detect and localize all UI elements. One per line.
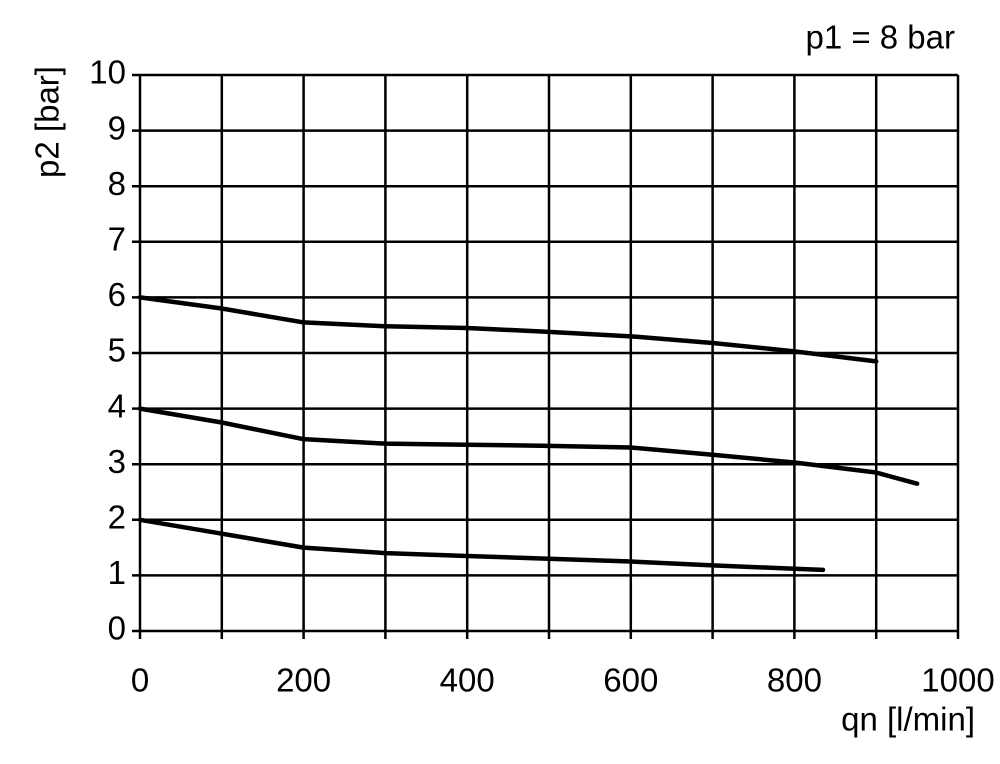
y-tick-label: 5	[108, 332, 126, 369]
y-tick-label: 6	[108, 276, 126, 313]
y-tick-label: 7	[108, 221, 126, 258]
y-tick-label: 1	[108, 554, 126, 591]
x-tick-label: 1000	[921, 662, 994, 699]
y-tick-label: 10	[89, 54, 126, 91]
y-axis-label: p2 [bar]	[29, 66, 66, 178]
x-tick-label: 600	[603, 662, 658, 699]
series-line	[137, 517, 826, 573]
y-tick-label: 8	[108, 165, 126, 202]
x-tick-label: 0	[131, 662, 149, 699]
x-tick-label: 800	[767, 662, 822, 699]
x-tick-label: 400	[440, 662, 495, 699]
y-tick-label: 4	[108, 387, 126, 424]
series-line	[137, 406, 920, 486]
y-tick-label: 3	[108, 443, 126, 480]
y-tick-label: 0	[108, 610, 126, 647]
x-axis-label: qn [l/min]	[841, 701, 975, 738]
annotation: p1 = 8 bar	[805, 19, 955, 56]
y-tick-label: 9	[108, 109, 126, 146]
y-tick-label: 2	[108, 499, 126, 536]
x-tick-label: 200	[276, 662, 331, 699]
series-line	[137, 295, 879, 364]
